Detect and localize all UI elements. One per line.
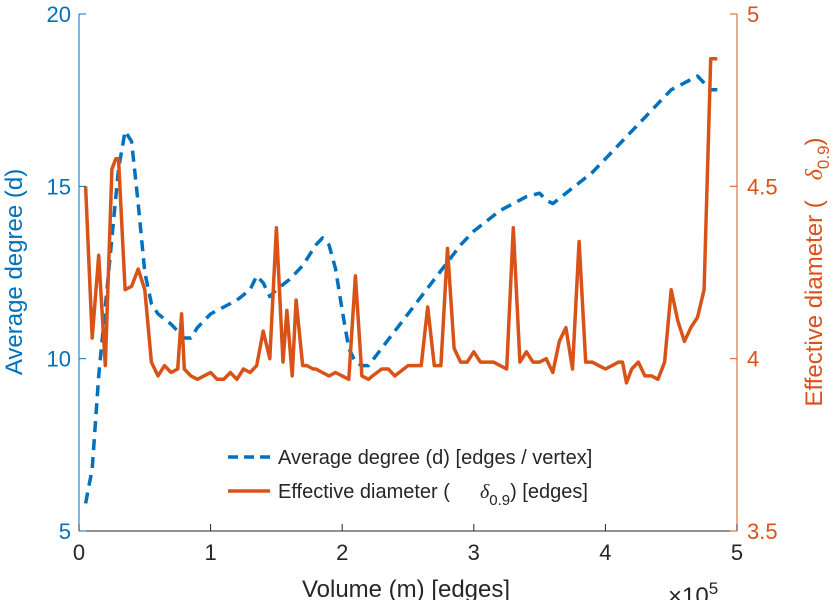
legend-entry2-suffix: ) [edges] [510, 481, 588, 503]
legend: Average degree (d) [edges / vertex] Effe… [228, 447, 592, 509]
y-left-axis-label: Average degree (d) [1, 169, 28, 375]
series-line-average-degree [83, 74, 718, 504]
y-right-tick-label: 4.5 [747, 174, 778, 199]
y-right-axis-label: Effective diameter ( δ0.9) [801, 137, 833, 406]
axes-layer: 0 1 2 3 4 5 5 10 15 20 3.5 4 4.5 5 [47, 2, 778, 565]
x-tick-label: 3 [468, 540, 480, 565]
legend-label-average-degree: Average degree (d) [edges / vertex] [278, 447, 592, 469]
x-tick-label: 2 [336, 540, 348, 565]
y-right-label-prefix: Effective diameter ( [801, 200, 828, 406]
series-layer [83, 57, 718, 504]
series-line-effective-diameter [83, 57, 718, 385]
plot-area [79, 14, 737, 531]
x-axis-exponent: ×105 [668, 579, 718, 600]
y-right-tick-label: 3.5 [747, 519, 778, 544]
y-right-label-suffix: ) [801, 137, 828, 145]
legend-entry2-symbol: δ [480, 481, 490, 503]
legend-entry2-prefix: Effective diameter ( [278, 481, 450, 503]
x-axis-exponent-base: ×10 [668, 583, 709, 600]
x-tick-label: 0 [73, 540, 85, 565]
y-right-label-symbol: δ [802, 168, 828, 180]
x-axis-exponent-power: 5 [709, 579, 718, 598]
y-right-tick-label: 5 [747, 2, 759, 27]
y-left-tick-label: 5 [59, 519, 71, 544]
y-left-tick-label: 15 [47, 174, 71, 199]
y-right-label-sub: 0.9 [814, 145, 833, 169]
x-tick-label: 5 [731, 540, 743, 565]
x-axis-label: Volume (m) [edges] [302, 576, 510, 600]
plot-background [79, 14, 737, 531]
y-left-tick-label: 20 [47, 2, 71, 27]
y-right-tick-label: 4 [747, 347, 759, 372]
x-tick-label: 1 [204, 540, 216, 565]
y-left-tick-label: 10 [47, 347, 71, 372]
legend-entry2-sub: 0.9 [489, 492, 510, 509]
legend-label-effective-diameter: Effective diameter ( δ0.9) [edges] [278, 481, 588, 509]
x-tick-label: 4 [599, 540, 611, 565]
